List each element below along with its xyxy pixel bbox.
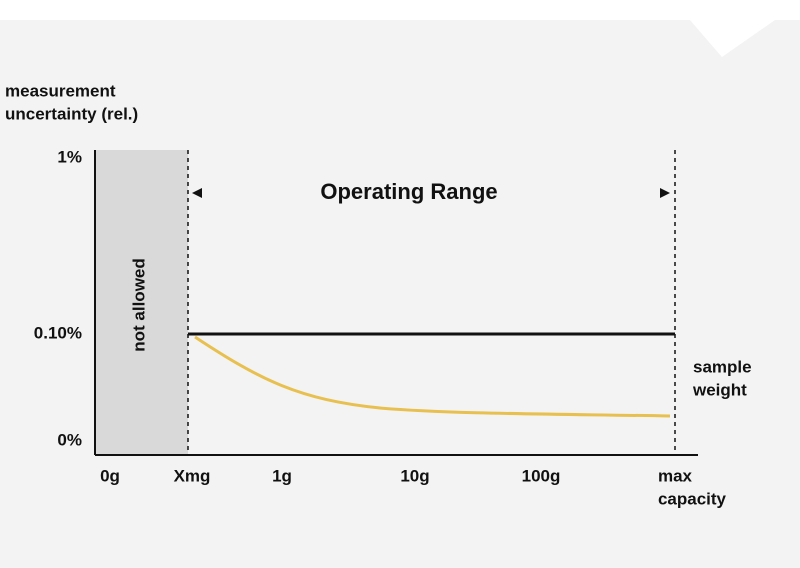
x-title: sample: [693, 357, 752, 376]
x-tick-label: max: [658, 466, 693, 485]
arrow-left: [192, 188, 202, 198]
not-allowed-label: not allowed: [129, 258, 148, 352]
top-strip: [0, 0, 800, 20]
uncertainty-curve: [194, 335, 671, 418]
x-tick-label: 1g: [272, 466, 292, 485]
x-tick-label: 10g: [400, 466, 429, 485]
y-title: measurement: [5, 81, 116, 100]
x-tick-label: 100g: [522, 466, 561, 485]
y-tick-label: 0%: [57, 430, 82, 449]
y-tick-label: 0.10%: [34, 323, 82, 342]
x-title: weight: [692, 380, 747, 399]
arrow-right: [660, 188, 670, 198]
x-tick-label: 0g: [100, 466, 120, 485]
y-tick-label: 1%: [57, 147, 82, 166]
operating-range-label: Operating Range: [320, 179, 497, 204]
x-tick-label: Xmg: [174, 466, 211, 485]
x-tick-label: capacity: [658, 489, 727, 508]
not-allowed-region: [95, 150, 188, 455]
notch-tip: [690, 20, 760, 57]
y-title: uncertainty (rel.): [5, 104, 138, 123]
